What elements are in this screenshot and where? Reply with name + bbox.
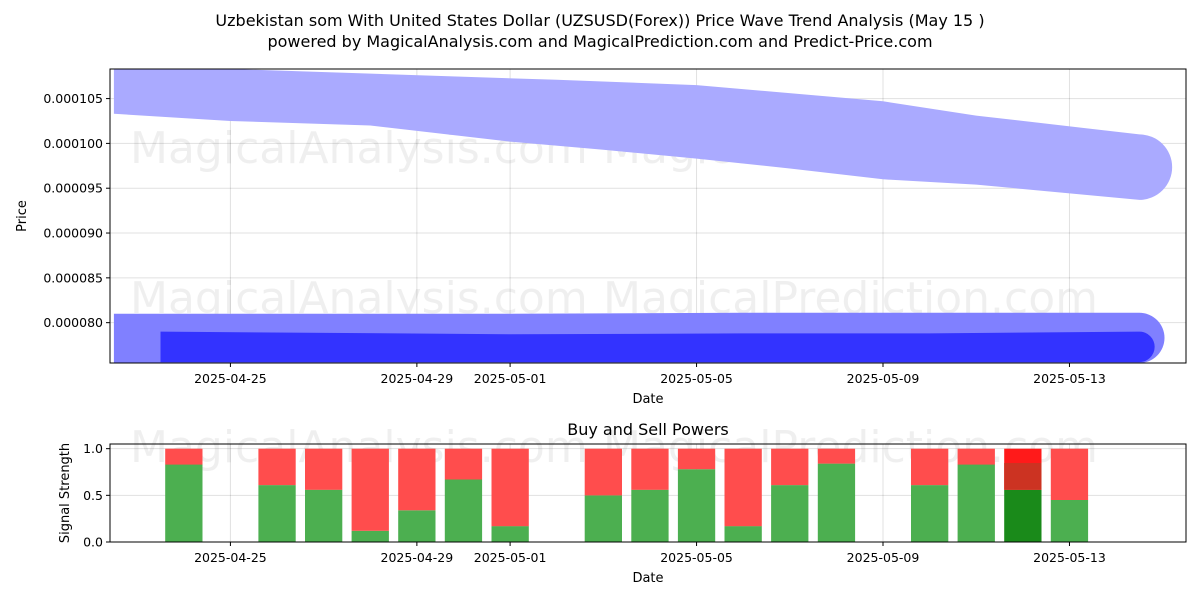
buy-bar: [165, 464, 203, 542]
signal-chart: Buy and Sell Powers MagicalAnalysis.com …: [58, 420, 1187, 586]
price-band-2: [160, 331, 1155, 363]
price-y-tick-label: 0.000080: [43, 315, 103, 330]
buy-bar: [444, 479, 483, 542]
signal-x-tick-label: 2025-05-05: [660, 550, 733, 565]
signal-x-label: Date: [632, 571, 663, 586]
signal-plot-frame: [109, 443, 1187, 543]
buy-bar: [724, 526, 762, 542]
price-x-tick-label: 2025-05-01: [474, 371, 547, 386]
signal-x-tick-label: 2025-04-29: [381, 550, 454, 565]
price-x-tick-label: 2025-05-05: [660, 371, 733, 386]
sell-bar: [165, 448, 203, 465]
price-y-ticks: 0.000080 0.000085 0.000090 0.000095 0.000100…: [43, 91, 110, 330]
sell-bar-shade: [1004, 463, 1042, 490]
sell-bar: [305, 448, 343, 490]
signal-y-label: Signal Strength: [58, 443, 73, 543]
signal-bars: [165, 448, 1089, 542]
sell-bar: [724, 448, 762, 527]
price-plot-frame: [109, 68, 1187, 364]
price-band-0: [113, 69, 1173, 200]
buy-bar: [631, 489, 669, 542]
price-y-tick-label: 0.000095: [43, 181, 103, 196]
price-x-label: Date: [632, 392, 663, 407]
buy-bar: [771, 485, 809, 542]
sell-bar: [398, 448, 436, 511]
sell-bar: [957, 448, 995, 465]
buy-bar: [817, 463, 856, 542]
sell-bar: [444, 448, 483, 480]
sell-bar: [911, 448, 949, 486]
sell-bar: [258, 448, 296, 486]
sell-bar: [1050, 448, 1089, 500]
buy-bar: [305, 489, 343, 542]
signal-chart-title: Buy and Sell Powers: [567, 420, 729, 439]
price-y-tick-label: 0.000105: [43, 91, 103, 106]
sell-bar: [817, 448, 856, 464]
sell-bar: [677, 448, 716, 470]
buy-bar: [584, 495, 622, 542]
price-y-tick-label: 0.000100: [43, 136, 103, 151]
price-x-tick-label: 2025-04-29: [381, 371, 454, 386]
signal-x-tick-label: 2025-04-25: [194, 550, 267, 565]
sell-bar: [491, 448, 529, 527]
buy-bar: [258, 485, 296, 542]
price-y-tick-label: 0.000090: [43, 226, 103, 241]
price-y-tick-label: 0.000085: [43, 270, 103, 285]
price-y-label: Price: [15, 200, 30, 232]
signal-x-tick-label: 2025-05-13: [1033, 550, 1106, 565]
buy-bar: [1050, 500, 1089, 542]
figure-subtitle: powered by MagicalAnalysis.com and Magic…: [267, 32, 932, 51]
signal-x-tick-label: 2025-05-01: [474, 550, 547, 565]
sell-bar: [351, 448, 389, 531]
price-x-tick-label: 2025-05-09: [847, 371, 920, 386]
sell-bar: [584, 448, 622, 496]
buy-bar: [491, 526, 529, 542]
price-x-tick-label: 2025-04-25: [194, 371, 267, 386]
signal-x-ticks: 2025-04-25 2025-04-29 2025-05-01 2025-05-05…: [194, 542, 1106, 565]
signal-y-tick-label: 0.0: [83, 535, 103, 550]
buy-bar: [677, 469, 716, 542]
figure-title: Uzbekistan som With United States Dollar…: [215, 11, 984, 30]
buy-bar: [351, 530, 389, 542]
sell-bar: [631, 448, 669, 490]
signal-x-tick-label: 2025-05-09: [847, 550, 920, 565]
signal-y-ticks: 0.0 0.5 1.0: [83, 441, 110, 550]
sell-bar: [771, 448, 809, 486]
buy-bar: [398, 510, 436, 542]
signal-y-tick-label: 0.5: [83, 488, 103, 503]
signal-y-tick-label: 1.0: [83, 441, 103, 456]
price-bands: [113, 69, 1173, 363]
price-x-tick-label: 2025-05-13: [1033, 371, 1106, 386]
price-x-ticks: 2025-04-25 2025-04-29 2025-05-01 2025-05-05…: [194, 363, 1106, 386]
buy-bar: [911, 485, 949, 542]
buy-bar: [957, 464, 995, 542]
price-chart: MagicalAnalysis.com MagicalPrediction.co…: [15, 68, 1187, 407]
buy-bar: [1004, 489, 1042, 542]
